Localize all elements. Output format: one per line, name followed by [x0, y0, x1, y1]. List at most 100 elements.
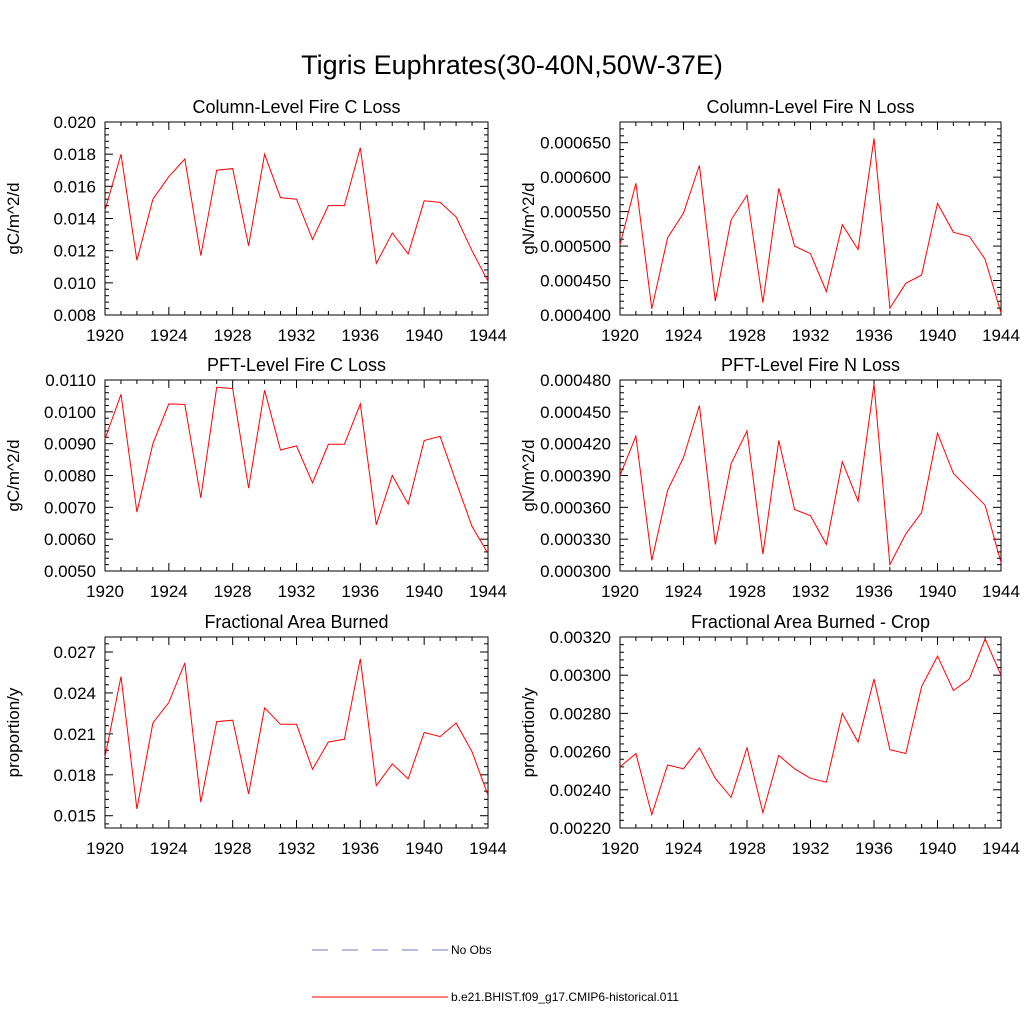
y-tick-label: 0.00260 [550, 743, 611, 762]
y-tick-label: 0.0100 [44, 403, 96, 422]
y-tick-label: 0.000330 [540, 530, 611, 549]
y-tick-label: 0.010 [53, 274, 96, 293]
y-tick-label: 0.0110 [45, 371, 96, 390]
panels: Column-Level Fire C Loss gC/m^2/d 1920 1924… [4, 97, 1020, 858]
x-tick-label: 1944 [469, 326, 507, 345]
y-axis-label: proportion/y [4, 687, 23, 777]
x-tick-label: 1920 [86, 582, 124, 601]
x-tick-label: 1928 [728, 839, 766, 858]
y-tick-label: 0.016 [53, 177, 96, 196]
y-axis-label: gN/m^2/d [519, 182, 538, 254]
panel-title: Fractional Area Burned - Crop [691, 612, 930, 632]
x-tick-label: 1936 [855, 326, 893, 345]
x-tick-label: 1940 [919, 326, 957, 345]
x-tick-label: 1940 [919, 839, 957, 858]
panel-5: Fractional Area Burned proportion/y 1920 19… [4, 612, 507, 858]
y-tick-label: 0.024 [53, 684, 96, 703]
x-tick-label: 1936 [341, 326, 379, 345]
x-tick-label: 1932 [792, 326, 830, 345]
y-axis-label: gC/m^2/d [4, 182, 23, 254]
y-tick-label: 0.000480 [540, 371, 611, 390]
x-tick-label: 1924 [150, 839, 188, 858]
y-tick-label: 0.0070 [44, 498, 96, 517]
panel-title: Fractional Area Burned [204, 612, 388, 632]
legend: No Obs b.e21.BHIST.f09_g17.CMIP6-historic… [312, 943, 679, 1004]
x-tick-label: 1940 [405, 326, 443, 345]
y-tick-label: 0.00300 [550, 666, 611, 685]
panel-title: PFT-Level Fire N Loss [721, 355, 900, 375]
y-axis-label: gC/m^2/d [4, 439, 23, 511]
y-tick-label: 0.018 [53, 766, 96, 785]
y-tick-label: 0.021 [53, 725, 96, 744]
y-tick-label: 0.008 [53, 306, 96, 325]
y-tick-label: 0.00220 [550, 819, 611, 838]
x-tick-label: 1944 [982, 582, 1020, 601]
y-tick-label: 0.0090 [44, 435, 96, 454]
panel-3: PFT-Level Fire C Loss gC/m^2/d 1920 1924 192… [4, 355, 507, 601]
x-tick-label: 1928 [728, 582, 766, 601]
x-tick-label: 1936 [855, 839, 893, 858]
y-tick-label: 0.015 [53, 807, 96, 826]
y-tick-label: 0.00280 [550, 704, 611, 723]
y-tick-label: 0.000300 [540, 562, 611, 581]
x-tick-label: 1924 [150, 582, 188, 601]
y-tick-label: 0.000420 [540, 435, 611, 454]
y-tick-label: 0.000450 [540, 272, 611, 291]
panel-4: PFT-Level Fire N Loss gN/m^2/d 1920 1924 192… [519, 355, 1020, 601]
panel-6: Fractional Area Burned - Crop proportion/… [519, 612, 1020, 858]
y-tick-label: 0.000550 [540, 203, 611, 222]
y-tick-label: 0.0050 [44, 562, 96, 581]
x-tick-label: 1940 [405, 839, 443, 858]
x-tick-label: 1944 [469, 582, 507, 601]
panel-title: PFT-Level Fire C Loss [207, 355, 386, 375]
x-tick-label: 1920 [86, 326, 124, 345]
legend-label: No Obs [451, 943, 492, 957]
panel-title: Column-Level Fire C Loss [192, 97, 400, 117]
series-line [104, 386, 489, 554]
x-tick-label: 1936 [341, 582, 379, 601]
x-tick-label: 1924 [665, 582, 703, 601]
y-tick-label: 0.0060 [44, 530, 96, 549]
series-line [104, 147, 489, 282]
x-tick-label: 1928 [214, 839, 252, 858]
x-tick-label: 1924 [665, 326, 703, 345]
y-tick-label: 0.0080 [44, 467, 96, 486]
series-line [619, 384, 1002, 567]
y-tick-label: 0.000390 [540, 467, 611, 486]
plot-frame [104, 121, 489, 316]
x-tick-label: 1936 [341, 839, 379, 858]
x-tick-label: 1932 [792, 839, 830, 858]
x-tick-label: 1944 [982, 326, 1020, 345]
y-tick-label: 0.00320 [550, 628, 611, 647]
x-tick-label: 1932 [278, 839, 316, 858]
x-tick-label: 1936 [855, 582, 893, 601]
x-tick-label: 1924 [665, 839, 703, 858]
y-tick-label: 0.00240 [550, 781, 611, 800]
plot-frame [104, 379, 489, 572]
x-tick-label: 1932 [792, 582, 830, 601]
y-tick-label: 0.012 [53, 242, 96, 261]
y-tick-label: 0.020 [53, 113, 96, 132]
x-tick-label: 1920 [601, 839, 639, 858]
x-tick-label: 1944 [982, 839, 1020, 858]
x-tick-label: 1924 [150, 326, 188, 345]
x-tick-label: 1928 [728, 326, 766, 345]
x-tick-label: 1932 [278, 326, 316, 345]
y-tick-label: 0.000360 [540, 498, 611, 517]
panel-1: Column-Level Fire C Loss gC/m^2/d 1920 1924… [4, 97, 507, 345]
x-tick-label: 1928 [214, 326, 252, 345]
y-tick-label: 0.027 [53, 643, 96, 662]
x-tick-label: 1940 [405, 582, 443, 601]
plot-frame [619, 636, 1002, 829]
x-tick-label: 1920 [86, 839, 124, 858]
plot-frame [104, 636, 489, 829]
y-axis-label: proportion/y [519, 687, 538, 777]
x-tick-label: 1920 [601, 582, 639, 601]
x-tick-label: 1920 [601, 326, 639, 345]
x-tick-label: 1944 [469, 839, 507, 858]
series-line [619, 138, 1002, 314]
main-title: Tigris Euphrates(30-40N,50W-37E) [301, 50, 723, 80]
y-tick-label: 0.000600 [540, 168, 611, 187]
panel-title: Column-Level Fire N Loss [706, 97, 914, 117]
